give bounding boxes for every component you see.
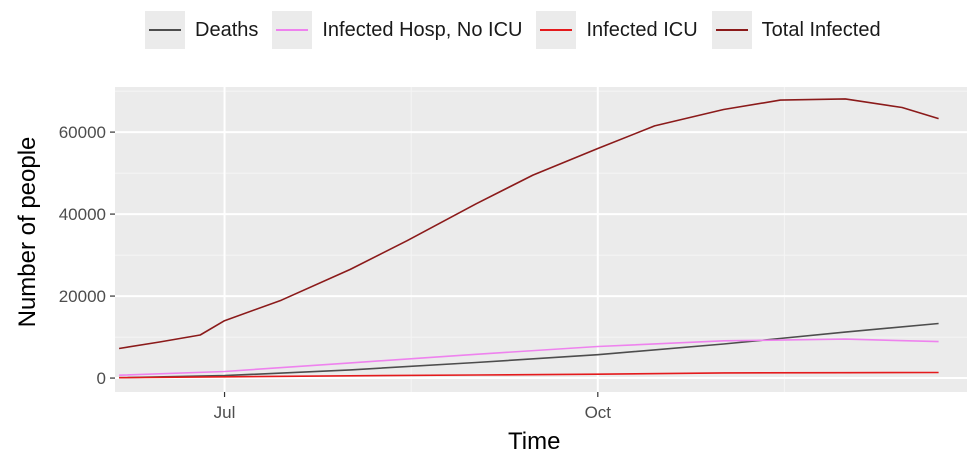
x-axis-title: Time: [508, 428, 561, 455]
y-tick-label: 60000: [59, 123, 106, 142]
legend-item: Total Infected: [711, 11, 881, 49]
plot-panel: [115, 87, 967, 392]
series-line-infected-icu: [119, 371, 939, 379]
legend-label: Deaths: [195, 18, 259, 41]
legend-key: [145, 11, 185, 49]
series-line-infected-hosp-no-icu: [119, 338, 939, 376]
series-line-deaths: [119, 322, 939, 379]
y-tick-label: 0: [97, 369, 106, 388]
legend-key-line: [715, 29, 748, 31]
legend-key: [711, 11, 752, 49]
y-tick-label: 40000: [59, 205, 106, 224]
x-tick-label: Jul: [214, 403, 236, 422]
legend-item: Infected Hosp, No ICU: [272, 11, 522, 49]
legend-label: Infected Hosp, No ICU: [322, 18, 523, 41]
legend-item: Deaths: [145, 11, 258, 49]
legend-key-line: [276, 29, 309, 31]
legend-key-line: [149, 29, 181, 31]
legend-item: Infected ICU: [536, 11, 698, 49]
legend-label: Infected ICU: [586, 18, 698, 41]
legend-label: Total Infected: [761, 18, 881, 41]
legend-key: [536, 11, 577, 49]
legend: Deaths Infected Hosp, No ICU Infected ICU T…: [145, 10, 895, 50]
y-axis-title: Number of people: [14, 136, 41, 328]
legend-key-line: [540, 29, 573, 31]
y-tick-label: 20000: [59, 287, 106, 306]
legend-key: [272, 11, 313, 49]
series-line-total-infected: [118, 98, 939, 350]
x-tick-label: Oct: [585, 403, 612, 422]
